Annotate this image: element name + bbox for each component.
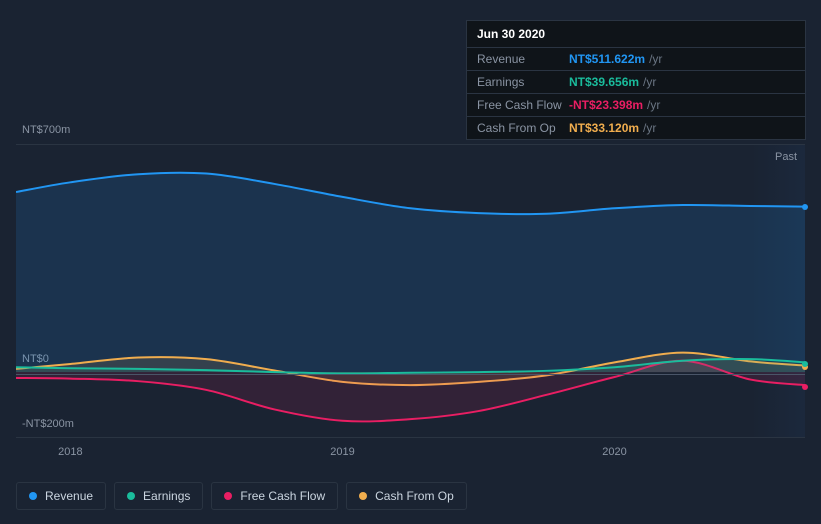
x-axis-label: 2018	[58, 446, 82, 458]
tooltip-row: EarningsNT$39.656m /yr	[467, 71, 805, 94]
series-end-marker	[802, 361, 808, 367]
legend-item[interactable]: Earnings	[114, 482, 203, 510]
tooltip-unit: /yr	[647, 98, 660, 112]
tooltip-metric-label: Revenue	[477, 52, 569, 66]
legend-label: Earnings	[143, 489, 190, 503]
series-area	[16, 173, 805, 372]
tooltip-row: Free Cash Flow-NT$23.398m /yr	[467, 94, 805, 117]
legend-label: Cash From Op	[375, 489, 454, 503]
plot-area[interactable]: Past	[16, 144, 805, 438]
tooltip-metric-value: -NT$23.398m	[569, 98, 643, 112]
series-end-marker	[802, 384, 808, 390]
x-axis-label: 2020	[602, 446, 626, 458]
legend-item[interactable]: Revenue	[16, 482, 106, 510]
tooltip-metric-value: NT$511.622m	[569, 52, 645, 66]
tooltip-unit: /yr	[649, 52, 662, 66]
legend: Revenue Earnings Free Cash Flow Cash From O…	[16, 482, 467, 510]
series-end-marker	[802, 204, 808, 210]
legend-item[interactable]: Cash From Op	[346, 482, 467, 510]
legend-dot-icon	[224, 492, 232, 500]
legend-item[interactable]: Free Cash Flow	[211, 482, 338, 510]
x-axis-label: 2019	[330, 446, 354, 458]
tooltip-row: RevenueNT$511.622m /yr	[467, 48, 805, 71]
chart-svg	[16, 145, 805, 437]
y-axis-label: NT$700m	[22, 124, 70, 136]
legend-label: Free Cash Flow	[240, 489, 325, 503]
tooltip-metric-value: NT$39.656m	[569, 75, 639, 89]
chart: NT$700mNT$0-NT$200m Past 201820192020	[16, 120, 805, 460]
legend-label: Revenue	[45, 489, 93, 503]
legend-dot-icon	[127, 492, 135, 500]
legend-dot-icon	[359, 492, 367, 500]
legend-dot-icon	[29, 492, 37, 500]
tooltip-metric-label: Free Cash Flow	[477, 98, 569, 112]
tooltip-metric-label: Earnings	[477, 75, 569, 89]
zero-line	[16, 374, 805, 375]
tooltip-date: Jun 30 2020	[467, 21, 805, 48]
tooltip-unit: /yr	[643, 75, 656, 89]
